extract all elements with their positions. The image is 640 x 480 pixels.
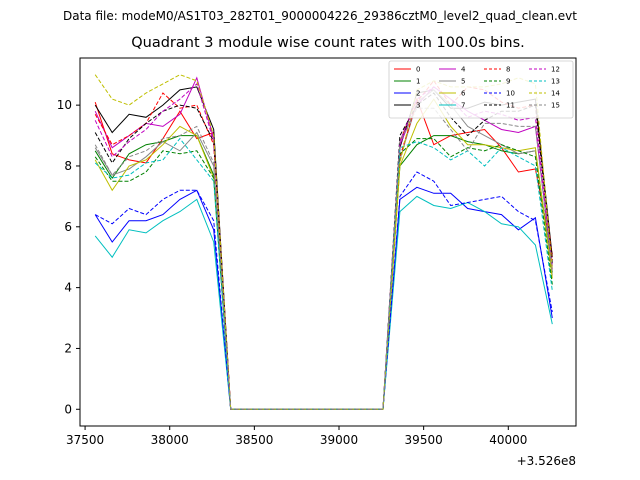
legend-label-13: 13 (551, 78, 560, 86)
data-file-suptitle: Data file: modeM0/AS1T03_282T01_90000042… (63, 9, 577, 23)
x-tick-label: 39000 (320, 433, 358, 447)
series-line-12 (94, 82, 553, 410)
y-tick-label: 0 (64, 402, 72, 416)
y-tick-label: 6 (64, 220, 72, 234)
x-tick-label: 39500 (405, 433, 443, 447)
x-tick-label: 37500 (66, 433, 104, 447)
x-tick-label: 38000 (151, 433, 189, 447)
y-tick-label: 4 (64, 281, 72, 295)
series-line-14 (94, 74, 553, 410)
legend-label-7: 7 (461, 102, 465, 110)
legend-label-3: 3 (416, 102, 420, 110)
legend-label-15: 15 (551, 102, 560, 110)
legend-label-12: 12 (551, 66, 560, 74)
series-line-4 (94, 76, 553, 410)
plot-area-frame (79, 57, 577, 427)
legend-label-2: 2 (416, 90, 420, 98)
series-line-7 (94, 195, 553, 410)
series-line-13 (94, 137, 553, 410)
y-tick-label: 8 (64, 159, 72, 173)
legend-label-5: 5 (461, 78, 465, 86)
x-tick-label: 40000 (489, 433, 527, 447)
legend-label-9: 9 (506, 78, 510, 86)
series-line-10 (94, 171, 553, 410)
series-line-0 (94, 97, 553, 410)
series-line-15 (94, 107, 553, 410)
axes-layer: 37500 38000 38500 39000 39500 40000 0 2 4 6 8 10 (57, 98, 528, 447)
legend-label-0: 0 (416, 66, 420, 74)
series-layer (94, 74, 553, 410)
chart-title: Quadrant 3 module wise count rates with … (131, 35, 525, 51)
legend-label-4: 4 (461, 66, 466, 74)
series-line-6 (94, 98, 553, 410)
legend-label-8: 8 (506, 66, 510, 74)
y-tick-label: 10 (57, 98, 72, 112)
legend-label-6: 6 (461, 90, 466, 98)
x-tick-label: 38500 (235, 433, 273, 447)
x-offset-label: +3.526e8 (517, 454, 576, 468)
legend-label-10: 10 (506, 90, 515, 98)
legend-label-14: 14 (551, 90, 560, 98)
series-line-1 (94, 135, 553, 410)
legend-label-1: 1 (416, 78, 420, 86)
legend-label-11: 11 (506, 102, 515, 110)
legend-frame (388, 60, 574, 119)
series-line-9 (94, 138, 553, 410)
series-line-11 (94, 92, 553, 410)
y-tick-label: 2 (64, 341, 72, 355)
